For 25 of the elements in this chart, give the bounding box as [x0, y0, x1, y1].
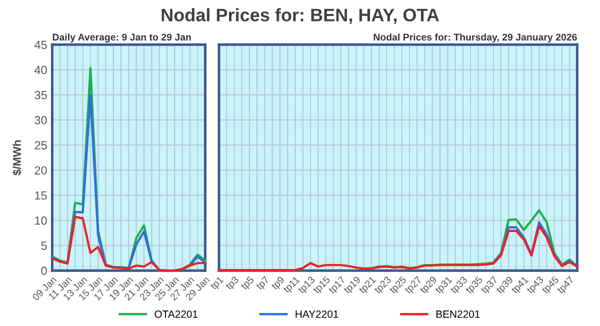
legend-label: HAY2201	[296, 310, 338, 318]
y-tick-label: 10	[35, 216, 47, 225]
y-tick-label: 25	[34, 141, 47, 150]
legend-label: BEN2201	[436, 310, 480, 318]
y-tick-label: 15	[35, 191, 47, 200]
x-tick-label: tp7	[256, 276, 271, 292]
chart-subtitle: Daily Average: 9 Jan to 29 Jan	[52, 33, 191, 43]
y-tick-label: 30	[34, 116, 47, 124]
text: Nodal Prices for: BEN, HAY, OTA	[162, 8, 439, 24]
chart-subtitle: Nodal Prices for: Thursday, 29 January 2026	[374, 33, 577, 43]
x-tick-label: tp21	[358, 276, 378, 296]
x-tick-label: tp31	[434, 276, 454, 296]
x-tick-label: tp3	[224, 276, 240, 292]
y-tick-label: 20	[34, 166, 47, 175]
y-tick-label: 0	[41, 266, 47, 275]
y-tick-label: 35	[34, 90, 47, 100]
y-tick-label: 40	[34, 66, 47, 74]
y-tick-label: 5	[41, 242, 47, 250]
x-tick-label: tp11	[282, 276, 302, 295]
x-tick-label: tp1	[210, 276, 226, 292]
y-tick-label: 45	[34, 40, 47, 50]
x-tick-label: tp41	[510, 276, 530, 296]
legend-label: OTA2201	[154, 310, 198, 318]
y-axis-title: $/MWh	[12, 140, 22, 176]
x-tick-label: tp5	[240, 276, 256, 292]
